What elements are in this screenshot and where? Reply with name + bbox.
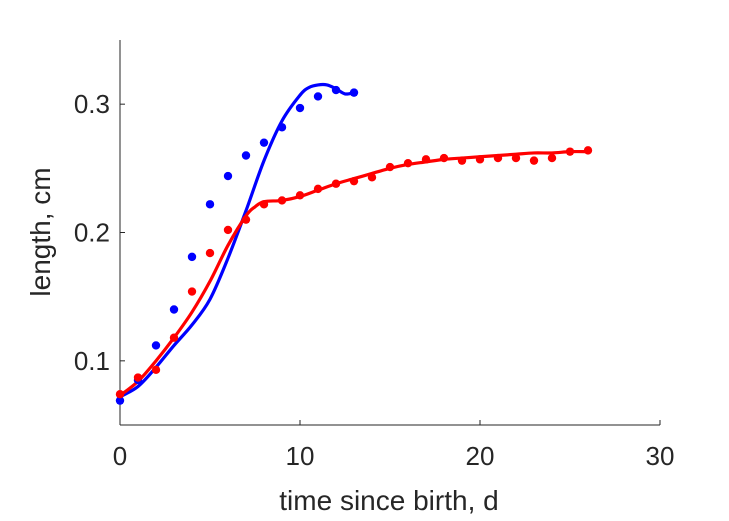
data-point-series-1 — [187, 252, 197, 262]
data-point-series-2 — [511, 153, 521, 163]
data-point-series-1 — [295, 103, 305, 113]
data-point-series-1 — [205, 200, 215, 209]
data-point-series-2 — [115, 390, 125, 399]
data-point-series-2 — [565, 147, 575, 156]
data-point-series-2 — [169, 333, 179, 342]
data-point-series-2 — [133, 373, 143, 382]
x-axis-label: time since birth, d — [279, 485, 498, 516]
y-axis-label: length, cm — [25, 167, 56, 296]
data-points — [115, 85, 593, 405]
data-point-series-2 — [547, 153, 557, 163]
x-tick-label: 20 — [466, 441, 495, 471]
data-point-series-2 — [403, 159, 413, 168]
data-point-series-1 — [115, 396, 125, 405]
data-point-series-2 — [313, 184, 323, 194]
data-point-series-2 — [187, 287, 197, 296]
data-point-series-1 — [277, 123, 287, 132]
axes — [119, 40, 660, 426]
data-point-series-2 — [475, 155, 485, 164]
data-point-series-2 — [493, 153, 503, 163]
data-point-series-2 — [529, 156, 539, 165]
x-tick-label: 30 — [646, 441, 675, 471]
data-point-series-1 — [331, 85, 341, 95]
data-point-series-1 — [151, 341, 161, 350]
y-tick-label: 0.3 — [74, 89, 110, 119]
data-point-series-2 — [385, 162, 395, 172]
data-point-series-2 — [349, 176, 359, 186]
data-point-series-2 — [277, 196, 287, 205]
y-tick-label: 0.2 — [74, 218, 110, 248]
data-point-series-2 — [295, 191, 305, 200]
data-point-series-2 — [259, 200, 269, 209]
data-point-series-2 — [223, 225, 233, 235]
y-tick-label: 0.1 — [74, 346, 110, 376]
data-point-series-2 — [331, 179, 341, 188]
data-point-series-2 — [583, 146, 593, 155]
data-point-series-1 — [223, 171, 233, 181]
data-point-series-2 — [421, 155, 431, 164]
data-point-series-1 — [169, 305, 179, 314]
y-ticks: 0.1 0.2 0.3 — [74, 89, 125, 376]
data-point-series-2 — [241, 215, 251, 224]
data-point-series-1 — [313, 92, 323, 101]
fit-lines — [118, 82, 590, 399]
x-tick-label: 0 — [113, 441, 127, 471]
data-point-series-2 — [457, 156, 467, 165]
data-point-series-1 — [349, 88, 359, 97]
data-point-series-2 — [367, 173, 377, 182]
x-tick-label: 10 — [286, 441, 315, 471]
data-point-series-2 — [205, 248, 215, 258]
data-point-series-2 — [439, 153, 449, 163]
data-point-series-2 — [151, 365, 161, 375]
fit-line-series-1 — [118, 82, 356, 399]
data-point-series-1 — [259, 138, 269, 147]
data-point-series-1 — [241, 151, 251, 160]
x-ticks: 0 10 20 30 — [113, 420, 675, 471]
fit-line-series-2 — [118, 149, 590, 398]
